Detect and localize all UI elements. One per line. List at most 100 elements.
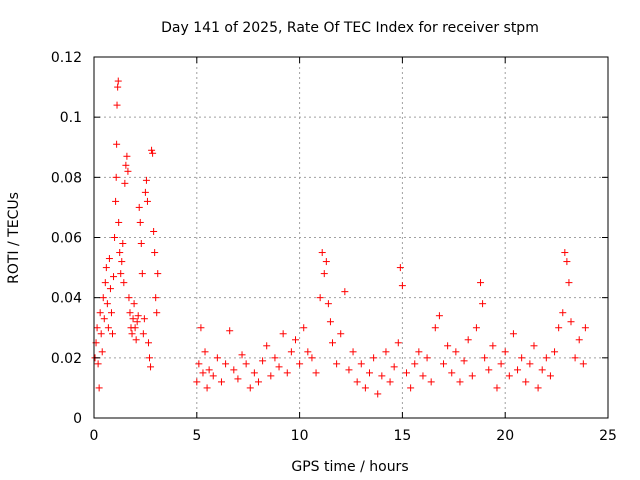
data-point xyxy=(101,279,109,287)
data-point xyxy=(205,366,213,374)
data-point xyxy=(109,330,117,338)
data-point xyxy=(411,360,419,368)
data-point xyxy=(193,378,201,386)
data-point xyxy=(479,300,487,308)
data-point xyxy=(326,318,334,326)
data-point xyxy=(318,249,326,257)
data-point xyxy=(137,240,145,248)
data-point xyxy=(275,363,283,371)
data-point xyxy=(497,360,505,368)
data-point xyxy=(154,270,162,278)
x-tick-label: 5 xyxy=(192,428,201,444)
data-point xyxy=(361,384,369,392)
data-point xyxy=(100,315,108,323)
data-point xyxy=(144,339,152,347)
data-point xyxy=(148,146,156,154)
data-point xyxy=(571,354,579,362)
data-point xyxy=(234,375,242,383)
y-tick-label: 0.08 xyxy=(51,170,82,186)
data-point xyxy=(259,357,267,365)
data-point xyxy=(300,324,308,332)
data-point xyxy=(333,360,341,368)
data-point xyxy=(296,360,304,368)
data-point xyxy=(472,324,480,332)
data-point xyxy=(312,369,320,377)
data-point xyxy=(518,354,526,362)
data-point xyxy=(542,354,550,362)
data-point xyxy=(107,309,115,317)
data-point xyxy=(151,249,159,257)
data-point xyxy=(322,258,330,266)
data-point xyxy=(123,152,131,160)
data-point xyxy=(130,300,138,308)
data-points xyxy=(91,77,589,398)
y-axis-label: ROTI / TECUs xyxy=(6,192,22,284)
data-point xyxy=(477,279,485,287)
data-point xyxy=(97,330,105,338)
data-point xyxy=(530,342,538,350)
data-point xyxy=(113,101,121,109)
data-point xyxy=(291,336,299,344)
data-point xyxy=(122,161,130,169)
data-point xyxy=(464,336,472,344)
data-point xyxy=(304,348,312,356)
gridlines xyxy=(94,57,608,418)
x-tick-label: 10 xyxy=(291,428,309,444)
data-point xyxy=(514,366,522,374)
data-point xyxy=(217,378,225,386)
data-point xyxy=(114,83,122,91)
data-point xyxy=(559,309,567,317)
data-point xyxy=(267,372,275,380)
data-point xyxy=(460,357,468,365)
data-point xyxy=(140,315,148,323)
data-point xyxy=(565,279,573,287)
data-point xyxy=(279,330,287,338)
data-point xyxy=(105,255,113,263)
data-point xyxy=(116,249,124,257)
chart-title: Day 141 of 2025, Rate Of TEC Index for r… xyxy=(161,20,539,36)
data-point xyxy=(131,324,139,332)
data-point xyxy=(113,140,121,148)
data-point xyxy=(222,360,230,368)
data-point xyxy=(366,369,374,377)
axis-ticks: 0 5 10 15 20 25 0 0.02 0.04 0.06 0.08 0.1 0.12 xyxy=(51,50,617,444)
data-point xyxy=(94,360,102,368)
data-point xyxy=(283,369,291,377)
data-point xyxy=(250,369,258,377)
data-point xyxy=(199,369,207,377)
data-point xyxy=(111,234,119,241)
y-tick-label: 0.06 xyxy=(51,231,82,247)
data-point xyxy=(103,300,111,308)
data-point xyxy=(440,360,448,368)
data-point xyxy=(246,384,254,392)
data-point xyxy=(546,372,554,380)
data-point xyxy=(575,336,583,344)
data-point xyxy=(242,360,250,368)
data-point xyxy=(522,378,530,386)
data-point xyxy=(115,218,123,226)
data-point xyxy=(493,384,501,392)
data-point xyxy=(337,330,345,338)
data-point xyxy=(287,348,295,356)
data-point xyxy=(139,330,147,338)
data-point xyxy=(195,360,203,368)
data-point xyxy=(197,324,205,332)
data-point xyxy=(124,167,132,175)
data-point xyxy=(271,354,279,362)
data-point xyxy=(201,348,209,356)
y-tick-label: 0.1 xyxy=(60,110,82,126)
data-point xyxy=(444,342,452,350)
data-point xyxy=(121,179,129,187)
data-point xyxy=(374,390,382,398)
data-point xyxy=(501,348,509,356)
data-point xyxy=(353,378,361,386)
data-point xyxy=(396,264,404,272)
data-point xyxy=(254,378,262,386)
data-point xyxy=(345,366,353,374)
data-point xyxy=(96,309,104,317)
data-point xyxy=(341,288,349,296)
data-point xyxy=(415,348,423,356)
data-point xyxy=(370,354,378,362)
data-point xyxy=(328,339,336,347)
